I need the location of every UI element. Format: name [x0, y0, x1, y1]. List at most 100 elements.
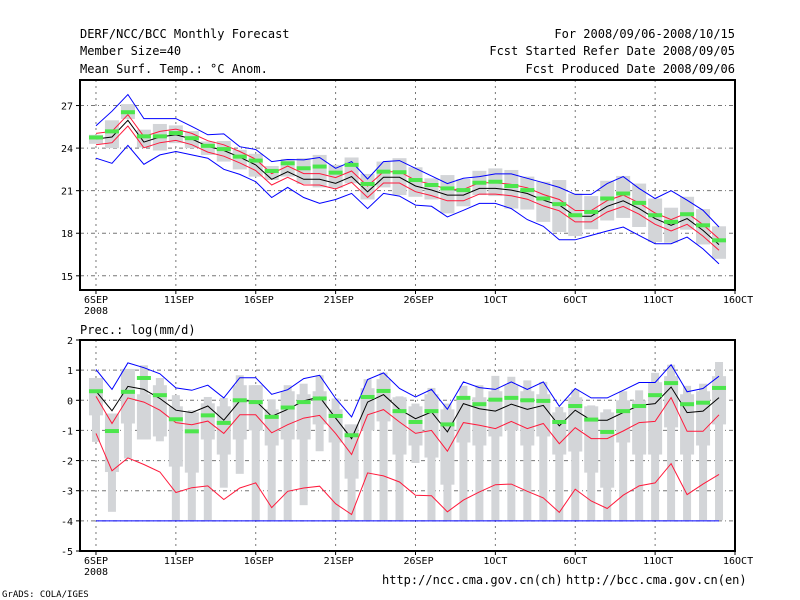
- whisker-bar: [459, 385, 468, 521]
- temperature-panel: 6SEP 11SEP 16SEP 21SEP 26SEP 1OCT 6OCT 11OCT 16O…: [61, 79, 753, 317]
- quartile-box: [168, 406, 183, 467]
- x-sublabel: 2008: [84, 306, 108, 317]
- member-marker: [216, 147, 231, 152]
- quartile-box: [632, 400, 647, 455]
- precipitation-panel: 6SEP 11SEP 16SEP 21SEP 26SEP 1OCT 6OCT 11OCT 16O…: [61, 336, 753, 578]
- quartile-box: [600, 412, 615, 488]
- url-en-link[interactable]: http://bcc.cma.gov.cn(en): [566, 573, 747, 587]
- member-marker: [488, 397, 503, 402]
- x-tick-label: 11OCT: [643, 556, 673, 567]
- member-marker: [552, 202, 567, 207]
- quartile-box: [344, 424, 359, 479]
- whisker-bar: [555, 406, 564, 521]
- member-marker: [664, 219, 679, 224]
- quartile-box: [616, 400, 631, 443]
- forecast-period: For 2008/09/06-2008/10/15: [554, 27, 735, 41]
- y-tick-label: 24: [61, 144, 73, 155]
- member-marker: [360, 394, 375, 399]
- member-marker: [184, 136, 199, 141]
- quartile-box: [408, 406, 423, 446]
- y-tick-label: 21: [61, 187, 73, 198]
- y-tick-label: 0: [67, 396, 73, 407]
- series-max-line: [95, 93, 720, 228]
- member-marker: [360, 182, 375, 187]
- quartile-box: [680, 394, 695, 455]
- x-tick-label: 6SEP: [84, 295, 108, 306]
- plot-frame: [79, 339, 736, 552]
- member-marker: [616, 191, 631, 196]
- start-date: Fcst Started Refer Date 2008/09/05: [489, 44, 735, 58]
- quartile-box: [664, 376, 679, 428]
- x-tick-label: 1OCT: [483, 556, 507, 567]
- member-marker: [232, 154, 247, 159]
- member-marker: [296, 400, 311, 405]
- member-marker: [680, 402, 695, 407]
- whisker-bar: [635, 390, 644, 521]
- quartile-box: [360, 388, 375, 431]
- quartile-box: [184, 412, 199, 473]
- member-marker: [104, 129, 119, 134]
- member-marker: [200, 413, 215, 418]
- member-marker: [328, 170, 343, 175]
- member-marker: [152, 134, 167, 139]
- whisker-bar: [523, 380, 532, 521]
- member-marker: [408, 419, 423, 424]
- y-tick-label: -3: [61, 487, 73, 498]
- member-marker: [344, 433, 359, 438]
- whisker-bar: [267, 399, 276, 521]
- member-marker: [120, 110, 135, 115]
- member-marker: [696, 223, 711, 228]
- x-sublabel: 2008: [84, 567, 108, 578]
- member-marker: [648, 213, 663, 218]
- series-upper-line: [95, 396, 720, 456]
- member-marker: [200, 143, 215, 148]
- x-tick-label: 16OCT: [723, 556, 753, 567]
- member-marker: [600, 429, 615, 434]
- whisker-bar: [571, 389, 580, 521]
- member-marker: [712, 238, 727, 243]
- member-marker: [664, 381, 679, 386]
- member-marker: [184, 429, 199, 434]
- produced-date: Fcst Produced Date 2008/09/06: [525, 62, 735, 76]
- member-marker: [472, 180, 487, 185]
- x-tick-label: 21SEP: [324, 556, 354, 567]
- member-marker: [440, 422, 455, 427]
- member-marker: [88, 135, 103, 140]
- member-marker: [328, 413, 343, 418]
- spread-box: [632, 183, 647, 227]
- quartile-box: [216, 406, 231, 455]
- member-marker: [584, 209, 599, 214]
- member-marker: [168, 131, 183, 136]
- x-tick-label: 16OCT: [723, 295, 753, 306]
- member-marker: [680, 212, 695, 217]
- member-marker: [616, 409, 631, 414]
- quartile-box: [424, 394, 439, 458]
- series-min-line: [95, 144, 720, 265]
- member-size: Member Size=40: [80, 44, 181, 58]
- quartile-box: [152, 385, 167, 437]
- spread-box: [712, 226, 727, 259]
- quartile-box: [376, 379, 391, 422]
- y-tick-label: -2: [61, 457, 73, 468]
- quartile-box: [552, 412, 567, 455]
- member-marker: [168, 417, 183, 422]
- url-ch-link[interactable]: http://ncc.cma.gov.cn(ch): [382, 573, 563, 587]
- x-tick-label: 16SEP: [244, 295, 274, 306]
- spread-box: [648, 198, 663, 243]
- whisker-bar: [539, 381, 548, 521]
- member-marker: [136, 375, 151, 380]
- member-marker: [696, 400, 711, 405]
- member-marker: [392, 170, 407, 175]
- member-marker: [632, 200, 647, 205]
- member-marker: [248, 158, 263, 163]
- y-tick-label: -4: [61, 517, 73, 528]
- series-mean-line: [95, 119, 720, 245]
- member-marker: [104, 429, 119, 434]
- chart-title: DERF/NCC/BCC Monthly Forecast: [80, 27, 290, 41]
- x-tick-label: 11OCT: [643, 295, 673, 306]
- whisker-bar: [475, 385, 484, 521]
- whisker-bar: [203, 396, 212, 521]
- y-tick-label: 15: [61, 272, 73, 283]
- whisker-bar: [251, 385, 260, 521]
- series-max-line: [95, 362, 720, 418]
